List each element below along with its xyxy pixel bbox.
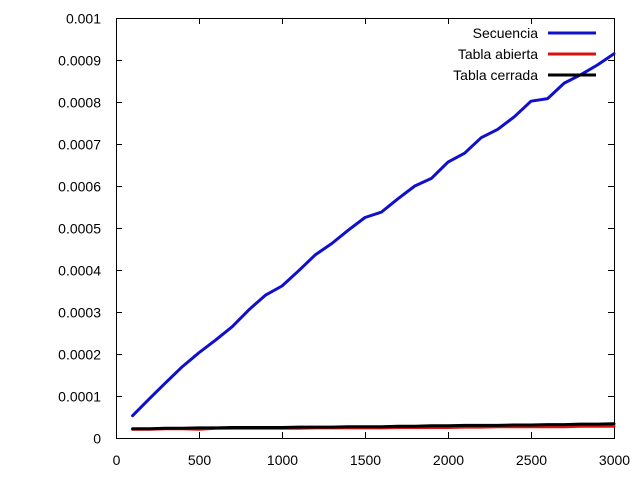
y-tick-label: 0.0005 [58, 221, 101, 237]
y-tick-label: 0.001 [66, 11, 101, 27]
y-tick-label: 0 [93, 431, 101, 447]
x-tick-label: 500 [188, 452, 212, 468]
y-tick-label: 0.0008 [58, 95, 101, 111]
y-tick-label: 0.0004 [58, 263, 101, 279]
legend-label: Tabla abierta [458, 46, 538, 62]
y-axis: 0 0.0001 0.0002 0.0003 0.0004 0.0005 0.0006 0.0… [58, 11, 614, 447]
x-tick-label: 0 [113, 452, 121, 468]
plot-frame [116, 18, 615, 439]
series-layer [131, 52, 616, 431]
x-axis: 0 500 1000 1500 2000 2500 3000 [113, 18, 630, 468]
x-tick-label: 1500 [350, 452, 381, 468]
legend-label: Secuencia [473, 25, 539, 41]
y-tick-label: 0.0001 [58, 389, 101, 405]
y-tick-label: 0.0002 [58, 347, 101, 363]
y-tick-label: 0.0006 [58, 179, 101, 195]
legend: Secuencia Tabla abierta Tabla cerrada [453, 25, 596, 83]
y-tick-label: 0.0007 [58, 137, 101, 153]
y-tick-label: 0.0009 [58, 53, 101, 69]
series-line-secuencia [131, 52, 616, 418]
x-tick-label: 2000 [433, 452, 464, 468]
x-tick-label: 2500 [516, 452, 547, 468]
series-line-tabla-cerrada [131, 422, 616, 431]
legend-label: Tabla cerrada [453, 67, 538, 83]
y-tick-label: 0.0003 [58, 305, 101, 321]
x-tick-label: 1000 [267, 452, 298, 468]
x-tick-label: 3000 [599, 452, 630, 468]
